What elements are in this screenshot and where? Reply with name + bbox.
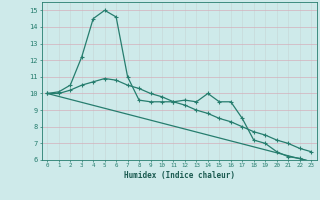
X-axis label: Humidex (Indice chaleur): Humidex (Indice chaleur) (124, 171, 235, 180)
